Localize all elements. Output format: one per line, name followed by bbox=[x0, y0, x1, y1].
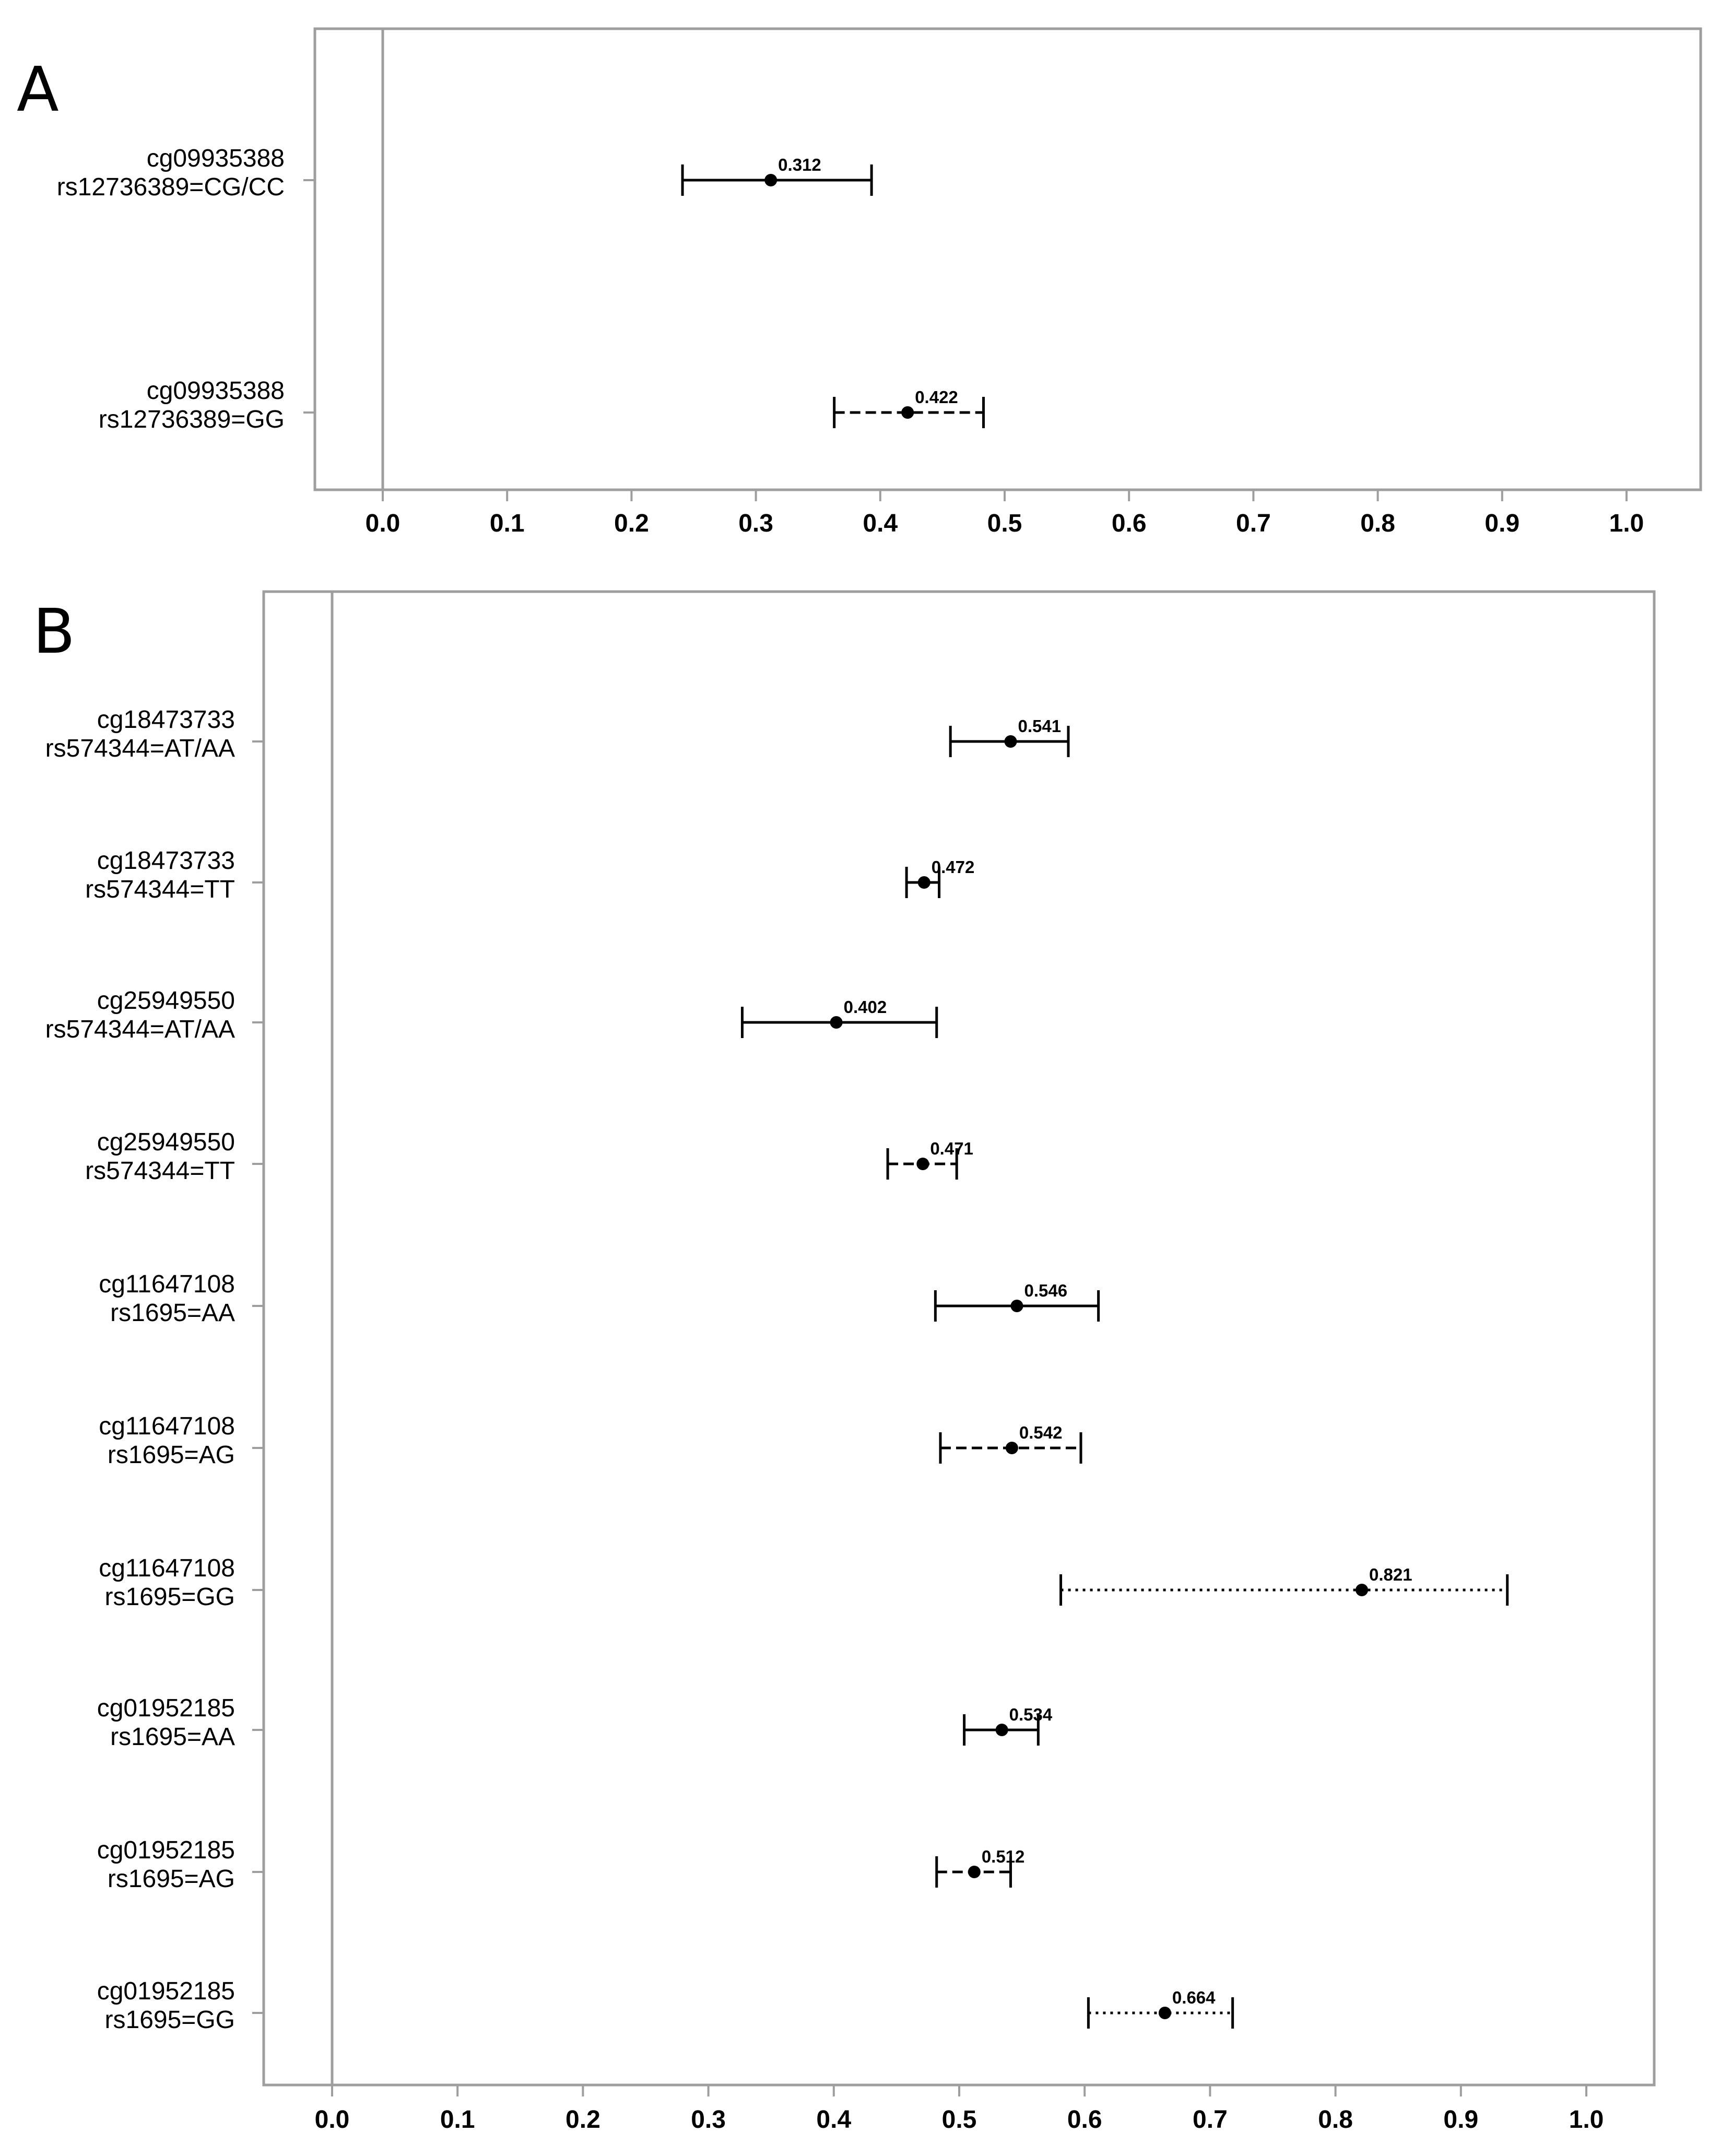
row-label-cpg: cg18473733 bbox=[97, 706, 235, 734]
row-label-genotype: rs574344=TT bbox=[85, 876, 235, 903]
row-label-genotype: rs574344=AT/AA bbox=[45, 735, 235, 762]
x-tick-label: 0.5 bbox=[987, 510, 1022, 537]
point-estimate-label: 0.541 bbox=[1018, 716, 1061, 736]
panel-b: B 0.0 0.1 0.2 0.3 0.4 0.5 0.6 0.7 0.8 0.9 1.0 cg1847… bbox=[33, 590, 1656, 2134]
row-label-cpg: cg01952185 bbox=[97, 1836, 235, 1864]
point-estimate-label: 0.422 bbox=[915, 387, 958, 407]
x-tick-label: 0.8 bbox=[1360, 510, 1395, 537]
point-estimate bbox=[1005, 1442, 1018, 1454]
point-estimate bbox=[901, 406, 914, 419]
point-estimate-label: 0.534 bbox=[1009, 1705, 1053, 1724]
point-estimate bbox=[764, 174, 777, 186]
x-tick-label: 0.2 bbox=[566, 2106, 600, 2134]
x-tick-label: 0.7 bbox=[1193, 2106, 1228, 2134]
panel-letter: A bbox=[17, 53, 59, 125]
x-tick-label: 1.0 bbox=[1609, 510, 1644, 537]
row-label-cpg: cg11647108 bbox=[99, 1554, 235, 1582]
point-estimate bbox=[916, 1158, 929, 1170]
point-estimate-label: 0.312 bbox=[778, 155, 821, 174]
x-tick-label: 0.5 bbox=[942, 2106, 977, 2134]
x-tick-label: 0.2 bbox=[614, 510, 649, 537]
x-tick-label: 0.6 bbox=[1112, 510, 1147, 537]
x-tick-label: 0.8 bbox=[1318, 2106, 1353, 2134]
x-tick-label: 0.9 bbox=[1443, 2106, 1478, 2134]
row-label-cpg: cg09935388 bbox=[147, 145, 285, 172]
row-label-genotype: rs1695=GG bbox=[105, 1583, 235, 1611]
row-label-genotype: rs1695=AG bbox=[108, 1441, 235, 1469]
row-label-genotype: rs1695=GG bbox=[105, 2006, 235, 2034]
x-tick-label: 0.1 bbox=[440, 2106, 475, 2134]
row-label-cpg: cg09935388 bbox=[147, 377, 285, 405]
x-tick-label: 0.4 bbox=[816, 2106, 851, 2134]
row-label-genotype: rs1695=AG bbox=[108, 1865, 235, 1893]
x-tick-label: 0.4 bbox=[863, 510, 898, 537]
point-estimate bbox=[1356, 1584, 1369, 1596]
row-label-genotype: rs574344=TT bbox=[85, 1157, 235, 1185]
x-tick-label: 0.0 bbox=[315, 2106, 350, 2134]
row-label-cpg: cg11647108 bbox=[99, 1412, 235, 1440]
plot-frame bbox=[262, 590, 1656, 2087]
row-label-genotype: rs12736389=CG/CC bbox=[57, 173, 285, 201]
panel-a: A 0.0 0.1 0.2 0.3 0.4 0.5 0.6 0.7 0.8 0.9 1.0 cg0993… bbox=[17, 27, 1702, 537]
row-label-genotype: rs12736389=GG bbox=[99, 406, 285, 433]
x-tick-label: 0.0 bbox=[366, 510, 400, 537]
x-tick-label: 0.3 bbox=[691, 2106, 726, 2134]
row-label-cpg: cg25949550 bbox=[97, 1128, 235, 1156]
point-estimate-label: 0.402 bbox=[844, 997, 887, 1017]
x-tick-label: 0.9 bbox=[1485, 510, 1519, 537]
point-estimate bbox=[1158, 2007, 1171, 2019]
row-label-genotype: rs574344=AT/AA bbox=[45, 1016, 235, 1043]
row-label-cpg: cg01952185 bbox=[97, 1977, 235, 2005]
x-tick-label: 0.3 bbox=[738, 510, 773, 537]
row-label-cpg: cg18473733 bbox=[97, 847, 235, 875]
point-estimate bbox=[995, 1724, 1008, 1736]
row-label-genotype: rs1695=AA bbox=[110, 1299, 235, 1327]
x-tick-label: 1.0 bbox=[1569, 2106, 1604, 2134]
point-estimate bbox=[1010, 1300, 1023, 1312]
point-estimate-label: 0.472 bbox=[932, 857, 975, 877]
panel-letter: B bbox=[33, 595, 75, 667]
point-estimate bbox=[1004, 735, 1017, 748]
plot-frame bbox=[313, 27, 1702, 491]
row-label-cpg: cg11647108 bbox=[99, 1270, 235, 1298]
x-tick-label: 0.6 bbox=[1067, 2106, 1102, 2134]
x-tick-label: 0.7 bbox=[1236, 510, 1271, 537]
point-estimate-label: 0.512 bbox=[982, 1847, 1025, 1866]
x-tick-label: 0.1 bbox=[490, 510, 525, 537]
row-label-genotype: rs1695=AA bbox=[110, 1723, 235, 1751]
point-estimate bbox=[968, 1866, 981, 1878]
row-label-cpg: cg01952185 bbox=[97, 1694, 235, 1722]
point-estimate-label: 0.542 bbox=[1019, 1423, 1063, 1442]
row-label-cpg: cg25949550 bbox=[97, 987, 235, 1015]
point-estimate-label: 0.471 bbox=[930, 1139, 973, 1158]
point-estimate-label: 0.546 bbox=[1024, 1281, 1067, 1300]
point-estimate bbox=[830, 1016, 843, 1029]
point-estimate bbox=[917, 876, 930, 889]
point-estimate-label: 0.664 bbox=[1172, 1988, 1216, 2007]
point-estimate-label: 0.821 bbox=[1369, 1565, 1412, 1584]
